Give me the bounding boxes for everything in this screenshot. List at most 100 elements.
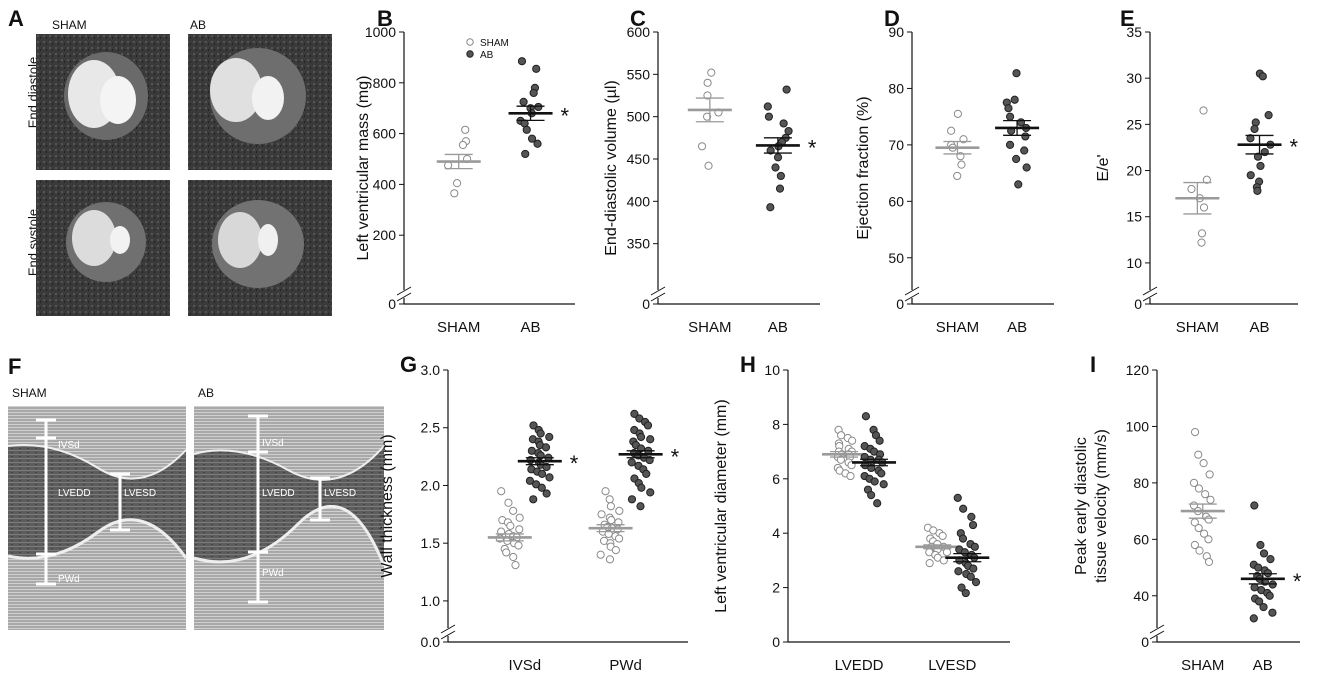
chart-e: E 0 10 15 20 25 30 35 E/e' SHAM AB * bbox=[1095, 6, 1299, 336]
data-point bbox=[545, 473, 554, 482]
axis-break-gap bbox=[398, 290, 410, 298]
data-point bbox=[506, 521, 515, 530]
y-tick-label: 2.5 bbox=[421, 420, 441, 436]
data-point bbox=[509, 506, 518, 515]
data-point bbox=[877, 469, 886, 478]
data-point bbox=[1194, 523, 1203, 533]
data-point bbox=[643, 421, 653, 430]
axis-break-gap bbox=[652, 290, 664, 298]
data-point bbox=[1199, 529, 1209, 538]
data-point bbox=[529, 495, 538, 504]
data-point bbox=[1255, 597, 1264, 606]
data-point bbox=[1246, 171, 1255, 180]
data-point bbox=[537, 469, 547, 479]
data-point bbox=[504, 498, 513, 507]
x-category-label: SHAM bbox=[688, 319, 731, 336]
data-point bbox=[458, 140, 468, 150]
data-point bbox=[527, 134, 537, 143]
echo-label-ivsd-ab: IVSd bbox=[262, 438, 284, 449]
y-tick-label: 0 bbox=[1134, 296, 1142, 312]
series-ab-ivsd: * bbox=[517, 421, 579, 504]
data-point bbox=[848, 436, 857, 445]
data-point bbox=[1201, 490, 1210, 499]
series-sham-lvesd bbox=[915, 523, 960, 568]
panel-a: A SHAM AB End diastole End systole bbox=[0, 0, 340, 320]
data-point bbox=[953, 171, 962, 181]
y-tick-label: 35 bbox=[1126, 24, 1142, 40]
axis-break-mark bbox=[1149, 630, 1165, 640]
data-point bbox=[1268, 608, 1277, 617]
data-point bbox=[1187, 184, 1196, 194]
axis-break-mark bbox=[396, 286, 412, 296]
data-point bbox=[959, 504, 968, 513]
data-point bbox=[1022, 163, 1031, 172]
data-point bbox=[1259, 549, 1269, 558]
data-point bbox=[1005, 140, 1015, 149]
y-tick-label: 3.0 bbox=[421, 362, 441, 378]
data-point bbox=[870, 477, 879, 486]
y-tick-label: 70 bbox=[888, 137, 904, 153]
panel-letter: A bbox=[8, 6, 24, 31]
y-tick-label: 600 bbox=[373, 126, 397, 142]
series-sham-sham bbox=[935, 109, 980, 181]
panel-letter: I bbox=[1090, 352, 1096, 377]
data-point bbox=[1256, 161, 1265, 171]
data-point bbox=[1206, 495, 1215, 504]
data-point bbox=[541, 443, 551, 452]
data-point bbox=[1250, 501, 1259, 510]
legend-marker bbox=[466, 50, 474, 58]
data-point bbox=[642, 469, 651, 479]
data-point bbox=[545, 432, 554, 442]
data-point bbox=[533, 139, 542, 148]
x-category-label: SHAM bbox=[936, 319, 979, 336]
data-point bbox=[1260, 147, 1269, 157]
mri-sham-end-diastole bbox=[36, 34, 170, 170]
y-tick-label: 8 bbox=[772, 416, 780, 432]
y-tick-label: 4 bbox=[772, 525, 780, 541]
series-ab-ab: * bbox=[508, 57, 570, 159]
data-point bbox=[514, 541, 523, 550]
y-tick-label: 200 bbox=[373, 227, 397, 243]
data-point bbox=[697, 142, 707, 151]
data-point bbox=[968, 520, 978, 530]
data-point bbox=[614, 534, 624, 543]
data-point bbox=[461, 125, 470, 134]
data-point bbox=[606, 502, 615, 511]
y-tick-label: 2 bbox=[772, 580, 780, 596]
echo-label-lvesd-ab: LVESD bbox=[324, 488, 357, 499]
data-point bbox=[942, 548, 952, 557]
data-point bbox=[1005, 112, 1015, 121]
data-point bbox=[1194, 484, 1204, 493]
data-point bbox=[534, 102, 543, 112]
data-point bbox=[1250, 124, 1259, 134]
data-point bbox=[954, 567, 963, 576]
y-tick-label: 60 bbox=[1133, 531, 1149, 547]
x-category-label: AB bbox=[1250, 319, 1270, 336]
axis-break-mark bbox=[440, 630, 456, 640]
y-axis-label: End-diastolic volume (µl) bbox=[603, 80, 620, 256]
data-point bbox=[1010, 95, 1019, 104]
axis-break-mark bbox=[904, 292, 920, 302]
axis-break-mark bbox=[396, 292, 412, 302]
data-point bbox=[707, 68, 716, 77]
axis-break-mark bbox=[650, 292, 666, 302]
data-point bbox=[509, 552, 518, 562]
y-axis-label: Peak early diastolic bbox=[1073, 437, 1090, 575]
data-point bbox=[1195, 546, 1204, 555]
data-point bbox=[452, 179, 462, 188]
data-point bbox=[1253, 186, 1262, 195]
data-point bbox=[637, 483, 646, 492]
data-point bbox=[957, 160, 966, 169]
y-tick-label: 1000 bbox=[365, 24, 396, 40]
echo-label-pwd-ab: PWd bbox=[262, 568, 284, 579]
y-tick-label: 15 bbox=[1126, 209, 1142, 225]
data-point bbox=[967, 512, 976, 521]
series-ab-ab: * bbox=[755, 85, 817, 212]
data-point bbox=[775, 184, 785, 193]
y-axis-label: Wall thickness (mm) bbox=[379, 434, 396, 577]
echo-label-pwd-sham: PWd bbox=[58, 574, 80, 585]
data-point bbox=[1199, 106, 1208, 115]
series-ab-ab: * bbox=[1237, 69, 1299, 195]
echo-label-ivsd-sham: IVSd bbox=[58, 440, 80, 451]
data-point bbox=[837, 431, 846, 440]
